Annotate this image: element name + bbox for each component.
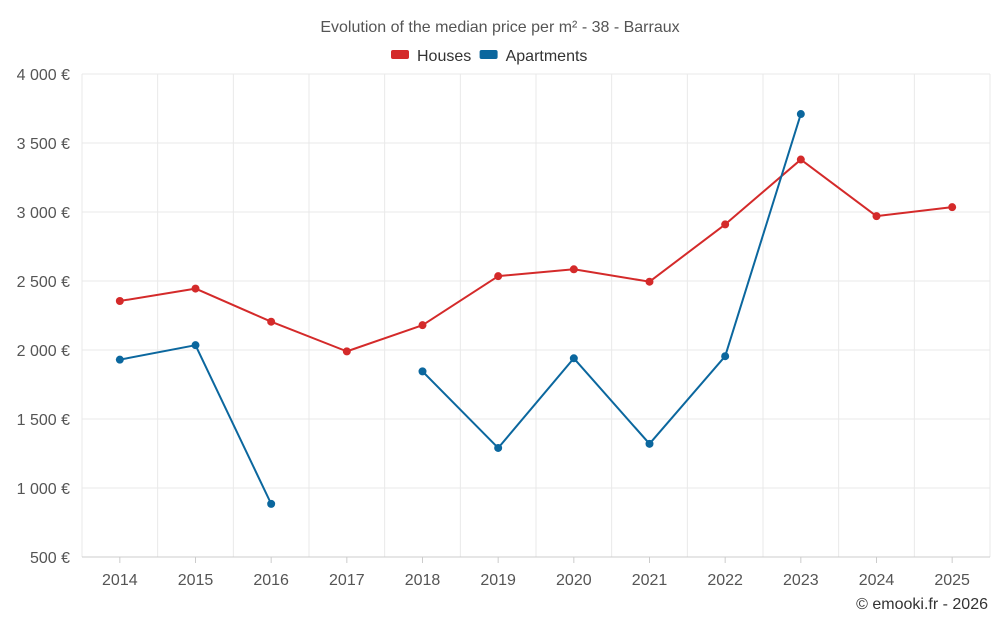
data-point-houses	[494, 272, 503, 281]
x-tick-label: 2024	[859, 572, 895, 589]
series-line-houses	[119, 158, 953, 353]
data-point-apartments	[569, 354, 578, 363]
y-tick-label: 4 000 €	[17, 67, 70, 84]
data-point-houses	[645, 277, 654, 286]
data-point-apartments	[115, 355, 124, 364]
legend-swatch-apartments	[479, 50, 498, 59]
data-point-houses	[721, 220, 730, 229]
x-tick-label: 2014	[102, 572, 138, 589]
axes: 500 € 1 000 € 1 500 € 2 000 € 2 500 € 3 000 €…	[17, 67, 990, 589]
data-point-apartments	[721, 352, 730, 361]
series-apartments	[115, 110, 805, 508]
legend: Houses Apartments	[391, 48, 587, 65]
x-tick-label: 2019	[480, 572, 516, 589]
data-point-houses	[191, 284, 200, 293]
series-line-apartments	[421, 113, 802, 449]
x-tick-label: 2025	[934, 572, 970, 589]
x-tick-label: 2020	[556, 572, 592, 589]
data-point-houses	[115, 297, 124, 306]
x-tick-label: 2021	[632, 572, 668, 589]
y-tick-label: 2 000 €	[17, 343, 70, 360]
gridlines	[81, 73, 991, 557]
x-tick-label: 2022	[707, 572, 743, 589]
legend-label-apartments: Apartments	[506, 48, 588, 65]
y-tick-label: 1 000 €	[17, 481, 70, 498]
x-tick-label: 2017	[329, 572, 365, 589]
credit-text: © emooki.fr - 2026	[856, 596, 988, 613]
y-tick-label: 2 500 €	[17, 274, 70, 291]
data-point-houses	[948, 203, 957, 212]
data-point-houses	[267, 317, 276, 326]
chart-title: Evolution of the median price per m² - 3…	[320, 19, 679, 36]
x-tick-label: 2023	[783, 572, 819, 589]
data-point-houses	[569, 265, 578, 274]
y-tick-label: 3 000 €	[17, 205, 70, 222]
data-point-houses	[872, 212, 881, 221]
data-point-houses	[342, 347, 351, 356]
y-tick-label: 500 €	[30, 550, 70, 567]
data-point-houses	[796, 155, 805, 164]
legend-label-houses: Houses	[417, 48, 471, 65]
x-tick-label: 2018	[405, 572, 441, 589]
series-line-apartments	[119, 344, 273, 505]
y-tick-label: 1 500 €	[17, 412, 70, 429]
legend-swatch-houses	[391, 50, 409, 59]
x-tick-label: 2015	[178, 572, 214, 589]
series-houses	[115, 155, 957, 356]
data-point-apartments	[494, 443, 503, 452]
y-tick-label: 3 500 €	[17, 136, 70, 153]
series-layer	[115, 110, 957, 508]
data-point-apartments	[645, 439, 654, 448]
data-point-apartments	[267, 499, 276, 508]
data-point-houses	[418, 321, 427, 330]
data-point-apartments	[191, 341, 200, 350]
x-tick-label: 2016	[253, 572, 289, 589]
data-point-apartments	[796, 110, 805, 119]
data-point-apartments	[418, 367, 427, 376]
